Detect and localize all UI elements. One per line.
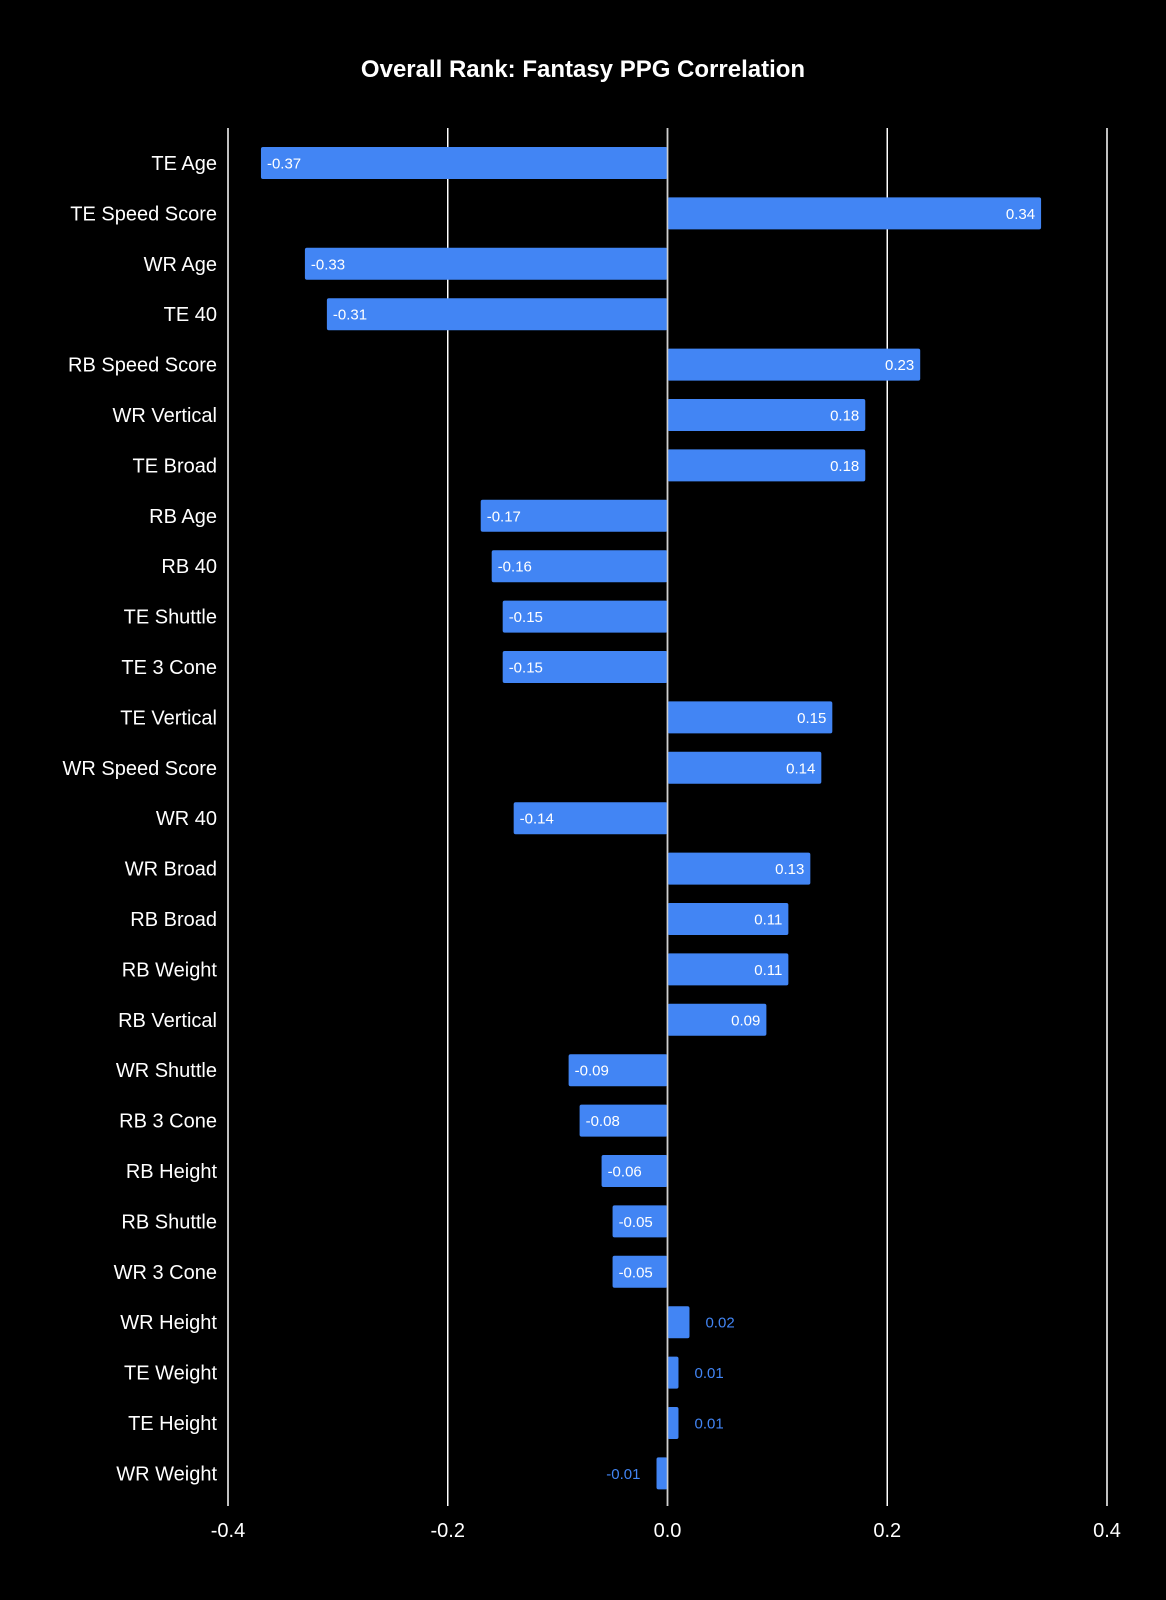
bar (667, 953, 789, 986)
category-label: TE 3 Cone (121, 657, 217, 679)
bar (513, 802, 668, 835)
data-label: 0.23 (885, 357, 914, 374)
chart-title: Overall Rank: Fantasy PPG Correlation (360, 56, 806, 83)
bar (667, 751, 822, 784)
category-label: WR 40 (156, 808, 217, 830)
bar (667, 399, 866, 431)
bar (667, 1306, 690, 1339)
bar (579, 1104, 668, 1137)
data-label: -0.16 (498, 559, 532, 576)
bar (612, 1205, 668, 1238)
data-label: -0.37 (267, 156, 301, 173)
category-label: WR Speed Score (62, 758, 217, 780)
category-label: RB Speed Score (68, 355, 217, 377)
bar (491, 550, 668, 583)
x-tick-label: -0.4 (211, 1520, 245, 1542)
data-label: 0.34 (1006, 206, 1035, 223)
category-label: TE Broad (133, 455, 217, 477)
category-label: WR Shuttle (116, 1060, 217, 1082)
bar (667, 852, 811, 885)
category-label: RB Vertical (118, 1010, 217, 1032)
data-label: 0.18 (830, 408, 859, 425)
bar (667, 348, 921, 381)
data-label: 0.01 (694, 1365, 723, 1382)
x-tick-label: 0.0 (654, 1520, 682, 1542)
data-label: -0.14 (520, 811, 554, 828)
bar (601, 1155, 668, 1187)
bar (260, 147, 668, 179)
data-label: -0.33 (311, 256, 345, 273)
data-label: -0.05 (619, 1264, 653, 1281)
category-label: WR Age (144, 254, 217, 276)
data-label: -0.09 (575, 1063, 609, 1080)
bar (656, 1457, 668, 1490)
category-label: TE Height (128, 1413, 217, 1435)
category-label: WR Broad (125, 859, 217, 881)
category-label: RB 3 Cone (119, 1111, 217, 1133)
category-label: TE Weight (124, 1363, 217, 1385)
x-tick-label: -0.2 (431, 1520, 465, 1542)
bar (612, 1255, 668, 1288)
bar (480, 499, 668, 532)
bar (502, 600, 668, 633)
data-label: -0.06 (608, 1164, 642, 1181)
category-label: RB Weight (122, 959, 218, 981)
bar (667, 1003, 767, 1036)
category-label: TE Vertical (120, 707, 217, 729)
data-label: -0.15 (509, 660, 543, 677)
data-label: -0.01 (606, 1466, 640, 1483)
data-label: -0.17 (487, 508, 521, 525)
bar (667, 701, 833, 734)
bar (326, 298, 668, 331)
bars (260, 147, 1042, 1490)
bar (667, 1356, 679, 1389)
category-label: RB 40 (161, 556, 217, 578)
data-label: 0.13 (775, 861, 804, 878)
bar (304, 247, 668, 280)
category-label: TE 40 (164, 304, 217, 326)
bar (667, 1407, 679, 1439)
category-label: TE Age (151, 153, 217, 175)
data-label: 0.01 (694, 1416, 723, 1433)
data-label: 0.02 (705, 1315, 734, 1332)
category-label: RB Broad (130, 909, 217, 931)
category-label: WR Height (120, 1312, 217, 1334)
data-label: 0.11 (754, 912, 782, 929)
category-label: WR Weight (116, 1463, 217, 1485)
data-label: -0.15 (509, 609, 543, 626)
x-tick-label: 0.4 (1093, 1520, 1121, 1542)
axes: -0.4 -0.2 0.0 0.2 0.4 TE Age -0.37 TE Speed Sco… (62, 128, 1121, 1542)
data-label: -0.31 (333, 307, 367, 324)
data-label: -0.08 (586, 1113, 620, 1130)
category-label: TE Shuttle (124, 607, 217, 629)
bar (502, 651, 668, 683)
data-label: 0.09 (731, 1012, 760, 1029)
bar (568, 1054, 668, 1087)
category-label: RB Age (149, 506, 217, 528)
category-label: RB Shuttle (121, 1211, 217, 1233)
data-label: 0.11 (754, 962, 782, 979)
category-label: WR Vertical (113, 405, 217, 427)
data-label: 0.18 (830, 458, 859, 475)
data-label: 0.15 (797, 710, 826, 727)
bar (667, 903, 789, 935)
x-tick-label: 0.2 (873, 1520, 901, 1542)
category-label: RB Height (126, 1161, 218, 1183)
data-label: -0.05 (619, 1214, 653, 1231)
data-label: 0.14 (786, 760, 815, 777)
category-label: WR 3 Cone (114, 1262, 217, 1284)
category-label: TE Speed Score (70, 203, 217, 225)
bar (667, 449, 866, 482)
bar (667, 197, 1042, 230)
